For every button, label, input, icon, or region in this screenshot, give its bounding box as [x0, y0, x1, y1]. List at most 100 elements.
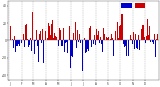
Bar	[66, 40, 67, 42]
Bar	[61, 40, 62, 46]
Bar	[52, 20, 53, 40]
Bar	[40, 31, 41, 40]
Bar	[149, 26, 150, 40]
Bar	[156, 39, 157, 40]
Bar	[56, 37, 57, 40]
Bar	[77, 30, 78, 40]
Bar	[142, 25, 143, 40]
Bar	[85, 40, 86, 53]
Bar	[63, 29, 64, 40]
Bar	[123, 40, 124, 44]
Bar	[67, 40, 68, 53]
Bar	[18, 40, 19, 44]
Bar	[107, 38, 108, 40]
Bar	[17, 40, 18, 46]
Bar	[58, 40, 59, 46]
Bar	[95, 40, 96, 45]
Bar	[140, 40, 141, 46]
Bar	[51, 24, 52, 40]
Bar	[86, 40, 87, 52]
Bar	[124, 40, 125, 47]
Bar	[111, 34, 112, 40]
Bar	[34, 40, 35, 54]
Bar	[22, 20, 23, 40]
Bar	[122, 14, 123, 40]
Bar	[59, 28, 60, 40]
Bar	[45, 31, 46, 40]
Bar	[126, 40, 127, 56]
Bar	[64, 40, 65, 52]
Bar	[68, 40, 69, 45]
Bar	[44, 40, 45, 46]
Bar	[36, 30, 37, 40]
Bar	[26, 24, 27, 40]
Bar	[143, 25, 144, 40]
Bar	[150, 40, 151, 42]
Bar	[135, 3, 145, 8]
Bar	[145, 40, 146, 43]
Bar	[78, 40, 79, 42]
Bar	[82, 40, 83, 71]
Bar	[89, 28, 90, 40]
Bar	[14, 36, 15, 40]
Bar	[135, 34, 136, 40]
Bar	[104, 34, 105, 40]
Bar	[131, 39, 132, 40]
Bar	[98, 31, 99, 40]
Bar	[75, 22, 76, 40]
Bar	[130, 35, 131, 40]
Bar	[148, 35, 149, 40]
Bar	[32, 12, 33, 40]
Bar	[70, 40, 71, 68]
Bar	[99, 40, 100, 43]
Bar	[60, 30, 61, 40]
Bar	[50, 35, 51, 40]
Bar	[97, 35, 98, 40]
Bar	[53, 37, 54, 40]
Bar	[127, 32, 128, 40]
Bar	[54, 33, 55, 40]
Bar	[146, 36, 147, 40]
Bar	[76, 40, 77, 48]
Bar	[113, 40, 114, 56]
Bar	[73, 33, 74, 40]
Bar	[84, 38, 85, 40]
Bar	[43, 40, 44, 63]
Bar	[23, 34, 24, 40]
Bar	[118, 38, 119, 40]
Bar	[31, 39, 32, 40]
Bar	[93, 40, 94, 44]
Bar	[41, 40, 42, 43]
Bar	[30, 38, 31, 40]
Bar	[90, 26, 91, 40]
Bar	[125, 40, 126, 46]
Bar	[37, 40, 38, 46]
Bar	[16, 40, 17, 46]
Bar	[137, 40, 138, 50]
Bar	[128, 40, 129, 56]
Bar	[100, 37, 101, 40]
Bar	[151, 36, 152, 40]
Bar	[152, 40, 153, 42]
Bar	[121, 3, 132, 8]
Bar	[103, 39, 104, 40]
Bar	[102, 40, 103, 52]
Bar	[136, 40, 137, 48]
Bar	[119, 26, 120, 40]
Bar	[39, 34, 40, 40]
Bar	[94, 35, 95, 40]
Bar	[10, 26, 11, 40]
Bar	[55, 39, 56, 40]
Bar	[62, 40, 63, 46]
Bar	[69, 26, 70, 40]
Bar	[33, 40, 34, 41]
Bar	[25, 25, 26, 40]
Bar	[88, 40, 89, 51]
Bar	[91, 40, 92, 47]
Bar	[121, 14, 122, 40]
Bar	[71, 40, 72, 56]
Bar	[115, 31, 116, 40]
Bar	[38, 40, 39, 62]
Bar	[116, 40, 117, 43]
Bar	[87, 40, 88, 49]
